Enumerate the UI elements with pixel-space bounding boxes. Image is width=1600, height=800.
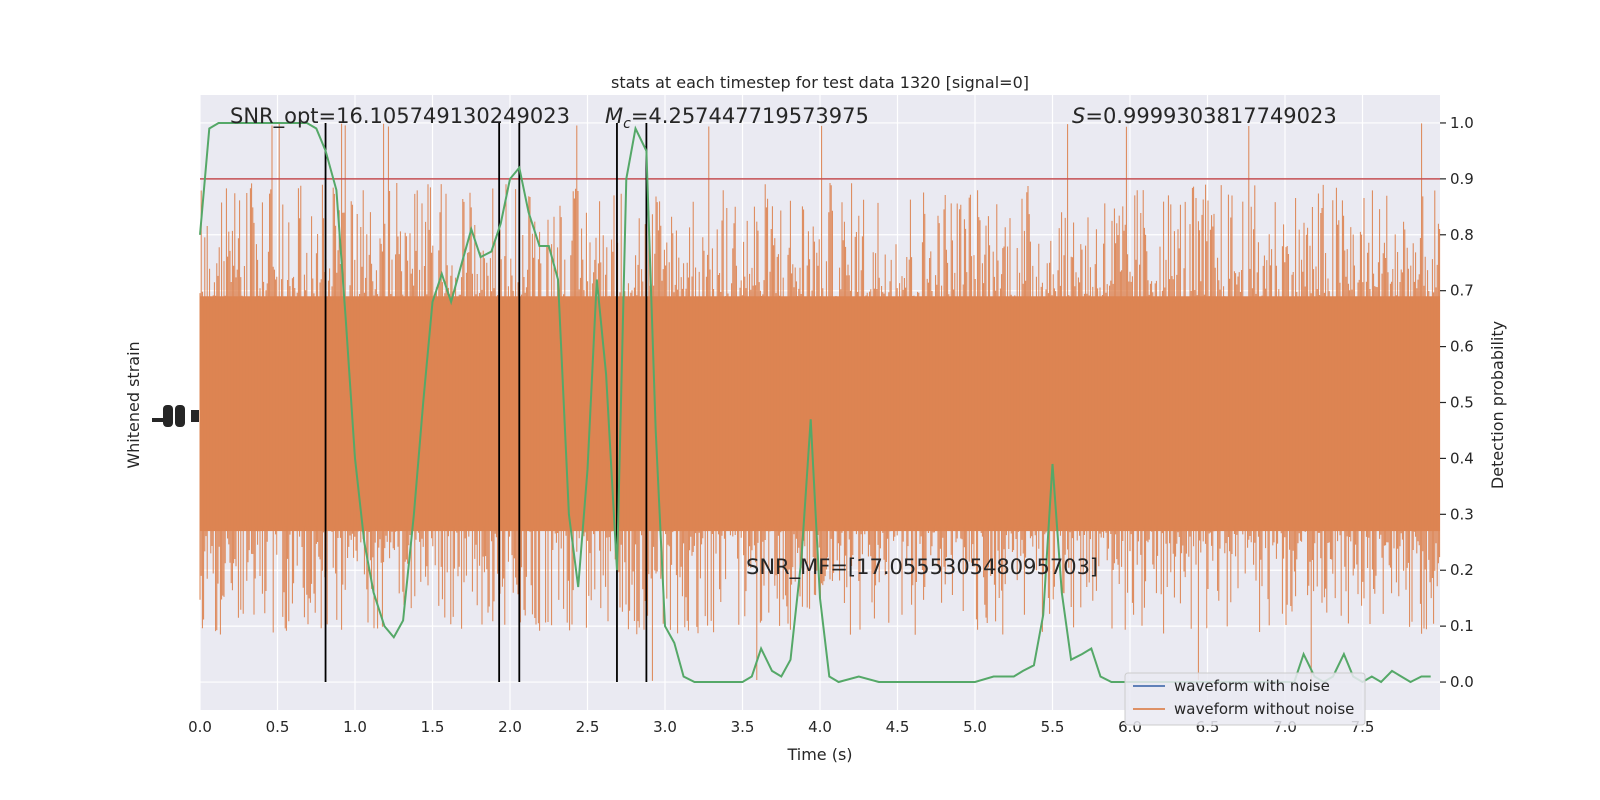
snr-opt-annotation: SNR_opt=16.105749130249023 bbox=[230, 104, 570, 129]
y-tick-label-5: 0.5 bbox=[1450, 394, 1474, 412]
noise-spikes bbox=[199, 123, 1441, 682]
x-tick-label-9: 4.5 bbox=[886, 718, 910, 736]
y-axis-right-ticks: 0.0 0.1 0.2 0.3 0.4 0.5 0.6 0.7 0.8 0.9 1.0 bbox=[1440, 114, 1474, 691]
x-axis-label: Time (s) bbox=[786, 745, 852, 764]
x-axis-ticks: 0.0 0.5 1.0 1.5 2.0 2.5 3.0 3.5 4.0 4.5 5.0 5.5 6.0 6… bbox=[188, 718, 1374, 736]
x-tick-label-3: 1.5 bbox=[421, 718, 445, 736]
x-tick-label-4: 2.0 bbox=[498, 718, 522, 736]
y-tick-label-9: 0.9 bbox=[1450, 170, 1474, 188]
x-tick-label-0: 0.0 bbox=[188, 718, 212, 736]
x-tick-label-11: 5.5 bbox=[1041, 718, 1065, 736]
y-tick-label-10: 1.0 bbox=[1450, 114, 1474, 132]
y-tick-label-8: 0.8 bbox=[1450, 226, 1474, 244]
s-statistic-annotation: S=0.9999303817749023 bbox=[1072, 104, 1337, 128]
legend-label-waveform-with-noise: waveform with noise bbox=[1174, 677, 1330, 695]
left-axis-collapsed-ticks bbox=[152, 405, 199, 427]
x-tick-label-5: 2.5 bbox=[576, 718, 600, 736]
y-axis-right-label: Detection probability bbox=[1488, 321, 1507, 489]
y-tick-label-6: 0.6 bbox=[1450, 338, 1474, 356]
y-tick-label-4: 0.4 bbox=[1450, 449, 1474, 467]
snr-mf-annotation: SNR_MF=[17.055530548095703] bbox=[746, 555, 1098, 580]
y-tick-label-1: 0.1 bbox=[1450, 617, 1474, 635]
x-tick-label-10: 5.0 bbox=[963, 718, 987, 736]
x-tick-label-2: 1.0 bbox=[343, 718, 367, 736]
legend: waveform with noise waveform without noi… bbox=[1124, 672, 1366, 726]
x-tick-label-6: 3.0 bbox=[653, 718, 677, 736]
x-tick-label-7: 3.5 bbox=[731, 718, 755, 736]
vertical-markers bbox=[324, 122, 648, 683]
y-tick-label-2: 0.2 bbox=[1450, 561, 1474, 579]
strain-noise-layer bbox=[199, 123, 1441, 682]
y-axis-left-label: Whitened strain bbox=[124, 341, 143, 468]
y-tick-label-3: 0.3 bbox=[1450, 505, 1474, 523]
y-tick-label-7: 0.7 bbox=[1450, 282, 1474, 300]
legend-label-waveform-without-noise: waveform without noise bbox=[1174, 700, 1354, 718]
x-tick-label-1: 0.5 bbox=[266, 718, 290, 736]
x-tick-label-8: 4.0 bbox=[808, 718, 832, 736]
chart-title: stats at each timestep for test data 132… bbox=[611, 73, 1029, 92]
y-tick-label-0: 0.0 bbox=[1450, 673, 1474, 691]
chirp-mass-annotation: Mc=4.257447719573975 bbox=[605, 104, 869, 132]
legend-box bbox=[1124, 672, 1366, 726]
